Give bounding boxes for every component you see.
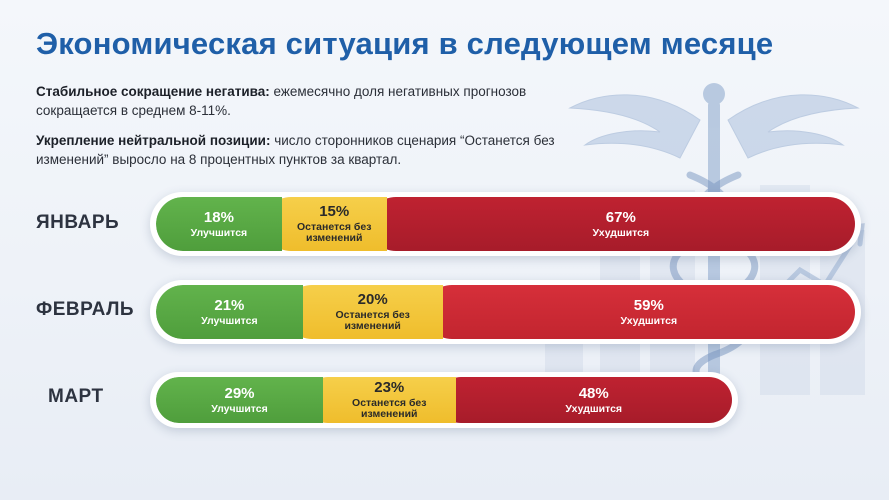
segment-improve: 21% Улучшится — [156, 285, 303, 339]
stacked-bar: 21% Улучшится 20% Останется без изменений 59… — [156, 285, 855, 339]
data-label-percent: 21% — [214, 296, 245, 314]
data-label-percent: 23% — [374, 379, 405, 396]
note-negative-decline: Стабильное сокращение негатива: ежемесяч… — [36, 82, 576, 120]
month-label: МАРТ — [48, 386, 104, 407]
wings-icon — [568, 94, 860, 159]
data-label-percent: 29% — [224, 384, 255, 402]
bar-track: 29% Улучшится 23% Останется без изменений 48… — [150, 372, 738, 428]
note-heading: Стабильное сокращение негатива: — [36, 84, 270, 99]
note-text: ежемесячно доля негативных прогнозов сок… — [36, 84, 527, 118]
month-label: ЯНВАРЬ — [36, 212, 120, 233]
data-label-percent: 59% — [633, 296, 664, 314]
data-label-category: Ухудшится — [565, 402, 623, 415]
segment-improve: 29% Улучшится — [156, 377, 324, 423]
data-label-category: Ухудшится — [592, 226, 650, 239]
data-label-category: Останется без изменений — [297, 221, 372, 244]
segment-improve: 18% Улучшится — [156, 197, 282, 251]
bar-track: 21% Улучшится 20% Останется без изменений 59… — [150, 280, 861, 344]
stacked-bar: 29% Улучшится 23% Останется без изменений 48… — [156, 377, 732, 423]
month-label: ФЕВРАЛЬ — [36, 299, 135, 320]
segment-no-change: 15% Останется без изменений — [263, 197, 387, 251]
data-label-category: Ухудшится — [620, 314, 678, 327]
note-text: число сторонников сценария “Останется бе… — [36, 133, 555, 167]
segment-worse: 48% Ухудшится — [437, 377, 732, 423]
page-title: Экономическая ситуация в следующем месяц… — [36, 26, 774, 61]
data-label-percent: 20% — [357, 291, 388, 308]
data-label-category: Останется без изменений — [352, 397, 427, 420]
segment-worse: 59% Ухудшится — [424, 285, 855, 339]
bar-track: 18% Улучшится 15% Останется без изменений 67… — [150, 192, 861, 256]
data-label-category: Останется без изменений — [335, 309, 410, 332]
data-label-percent: 15% — [319, 203, 350, 220]
data-label-percent: 48% — [578, 384, 609, 402]
segment-no-change: 23% Останется без изменений — [305, 377, 456, 423]
segment-no-change: 20% Останется без изменений — [284, 285, 443, 339]
note-heading: Укрепление нейтральной позиции: — [36, 133, 271, 148]
data-label-category: Улучшится — [201, 314, 258, 327]
data-label-percent: 67% — [605, 208, 636, 226]
data-label-category: Улучшится — [190, 226, 248, 239]
segment-worse: 67% Ухудшится — [368, 197, 855, 251]
data-label-category: Улучшится — [211, 402, 268, 415]
note-neutral-growth: Укрепление нейтральной позиции: число ст… — [36, 131, 576, 169]
data-label-percent: 18% — [203, 208, 234, 226]
stacked-bar: 18% Улучшится 15% Останется без изменений 67… — [156, 197, 855, 251]
